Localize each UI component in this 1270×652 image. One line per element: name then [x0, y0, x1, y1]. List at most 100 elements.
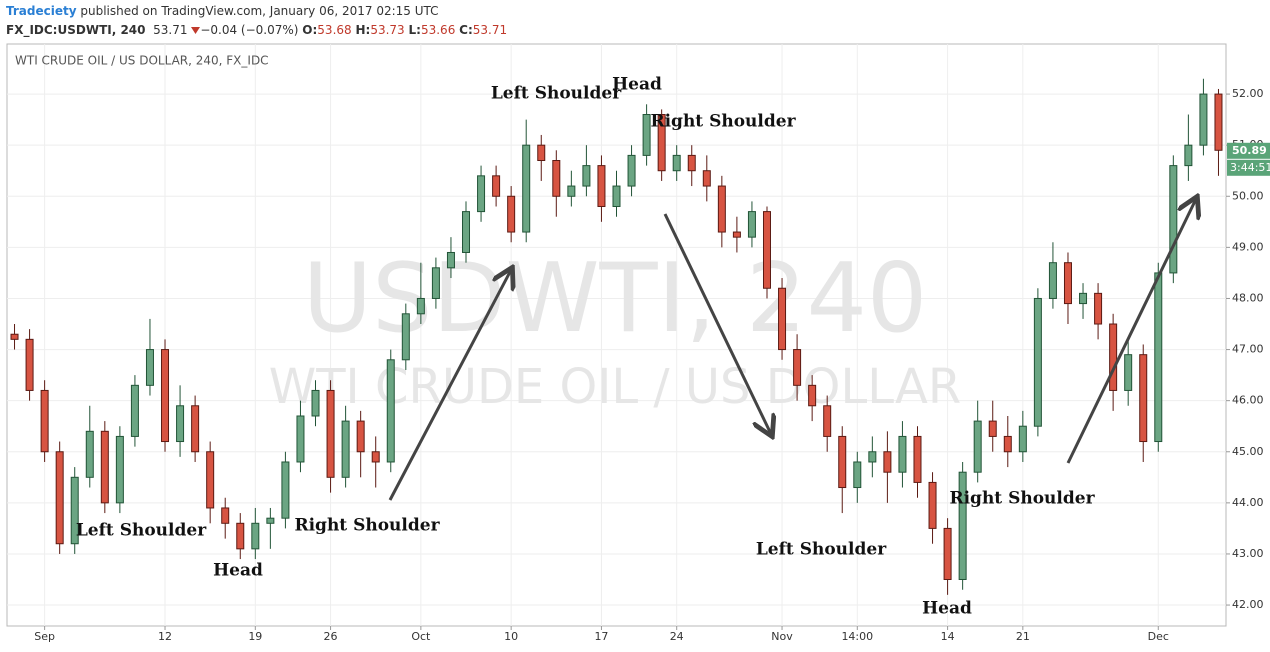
candle-body: [1184, 144, 1193, 167]
change: −0.04 (−0.07%): [200, 23, 299, 37]
candle-body: [552, 160, 561, 197]
candle-body: [522, 144, 531, 233]
candle-body: [582, 165, 591, 187]
candle-body: [341, 420, 350, 478]
l-value: 53.66: [420, 23, 456, 37]
candle-body: [356, 420, 365, 453]
x-tick-label: 19: [248, 630, 262, 643]
c-value: 53.71: [472, 23, 508, 37]
y-tick-label: 42.00: [1232, 598, 1264, 611]
candle-body: [672, 154, 681, 172]
pattern-label: Left Shoulder: [756, 540, 887, 560]
x-tick-label: 21: [1016, 630, 1030, 643]
y-tick-label: 43.00: [1232, 547, 1264, 560]
candle-body: [1154, 272, 1163, 443]
candle-body: [266, 517, 275, 524]
candle-body: [537, 144, 546, 162]
candle-body: [1094, 292, 1103, 325]
x-tick-label: Dec: [1148, 630, 1169, 643]
down-icon: [191, 27, 201, 34]
candle-body: [868, 451, 877, 463]
candle-body: [597, 165, 606, 207]
pattern-label: Head: [922, 599, 972, 619]
pattern-label: Head: [612, 75, 662, 95]
countdown-box: [1227, 159, 1270, 176]
last-price-box: [1227, 142, 1270, 159]
candle-body: [236, 522, 245, 550]
x-tick-label: 10: [504, 630, 518, 643]
candle-body: [401, 313, 410, 361]
last-price-label: 50.89: [1232, 144, 1267, 157]
arrow: [663, 213, 771, 434]
header-line: FX_IDC:USDWTI, 240 53.71 −0.04 (−0.07%) …: [6, 21, 507, 40]
candle-body: [883, 451, 892, 473]
x-tick-label: 12: [158, 630, 172, 643]
candle-body: [1033, 297, 1042, 427]
candle-body: [838, 435, 847, 489]
publisher: Tradeciety: [6, 4, 77, 18]
last: 53.71: [153, 23, 188, 37]
candle-body: [477, 175, 486, 213]
candle-body: [1079, 292, 1088, 305]
candle-body: [642, 114, 651, 156]
symbol: FX_IDC:USDWTI, 240: [6, 23, 146, 37]
published: published on TradingView.com, January 06…: [80, 4, 439, 18]
candle-body: [928, 481, 937, 529]
candle-body: [492, 175, 501, 197]
countdown-label: 3:44:51: [1230, 161, 1270, 174]
candle-body: [446, 251, 455, 269]
candle-body: [85, 430, 94, 478]
candle-body: [70, 476, 79, 545]
chart-title: WTI CRUDE OIL / US DOLLAR, 240, FX_IDC: [15, 54, 269, 68]
candle-body: [221, 507, 230, 524]
candle-body: [1063, 262, 1072, 305]
candle-body: [808, 384, 817, 407]
x-tick-label: Nov: [771, 630, 793, 643]
candle-body: [176, 405, 185, 443]
candle-body: [702, 170, 711, 187]
candle-body: [1003, 435, 1012, 453]
candle-body: [416, 297, 425, 315]
watermark-name: WTI CRUDE OIL / US DOLLAR: [269, 359, 961, 415]
candle-body: [762, 211, 771, 289]
candle-body: [657, 114, 666, 172]
candle-body: [251, 522, 260, 550]
candle-body: [115, 435, 124, 504]
candle-body: [311, 389, 320, 417]
candle-body: [958, 471, 967, 581]
candle-body: [371, 451, 380, 463]
candle-body: [913, 435, 922, 483]
pattern-label: Left Shoulder: [76, 521, 207, 541]
candle-body: [191, 405, 200, 453]
y-tick-label: 50.00: [1232, 189, 1264, 202]
candle-body: [988, 420, 997, 437]
candle-body: [40, 389, 49, 453]
y-tick-label: 45.00: [1232, 445, 1264, 458]
candle-body: [1109, 323, 1118, 391]
candle-body: [1199, 93, 1208, 146]
y-tick-label: 44.00: [1232, 496, 1264, 509]
o-value: 53.68: [317, 23, 352, 37]
x-tick-label: Sep: [34, 630, 55, 643]
pattern-label: Right Shoulder: [294, 516, 440, 536]
pattern-label: Right Shoulder: [650, 112, 796, 132]
candle-body: [898, 435, 907, 473]
candle-body: [1214, 93, 1223, 151]
candle-body: [145, 349, 154, 386]
y-tick-label: 46.00: [1232, 394, 1264, 407]
y-tick-label: 48.00: [1232, 291, 1264, 304]
candle-body: [567, 185, 576, 197]
candle-body: [386, 359, 395, 463]
candle-body: [853, 461, 862, 489]
candle-body: [326, 389, 335, 478]
x-tick-label: Oct: [411, 630, 431, 643]
pattern-label: Right Shoulder: [949, 489, 1095, 509]
candle-body: [627, 154, 636, 187]
candle-body: [206, 451, 215, 509]
candle-body: [281, 461, 290, 519]
o-label: O:: [302, 23, 318, 37]
header-line: Tradeciety published on TradingView.com,…: [6, 2, 507, 21]
x-tick-label: 24: [670, 630, 684, 643]
